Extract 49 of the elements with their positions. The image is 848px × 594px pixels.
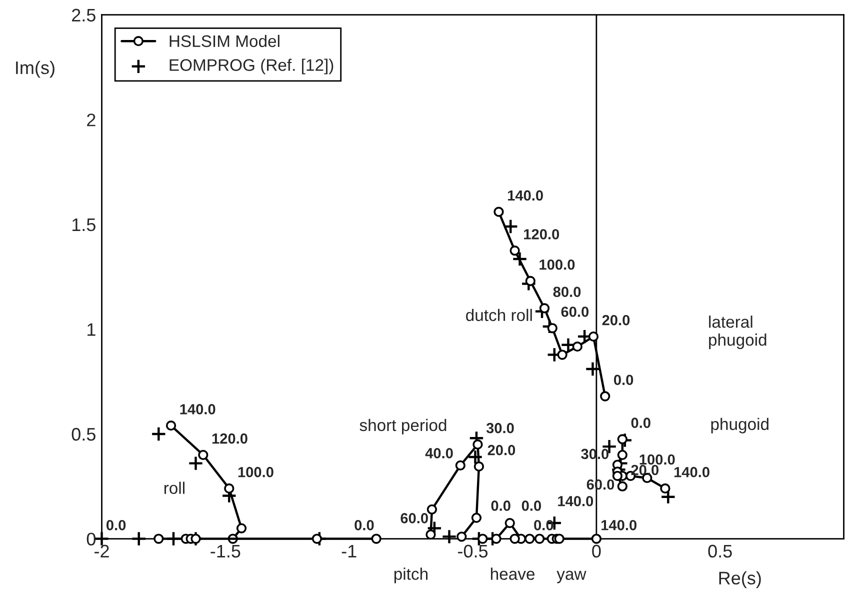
annotation: 60.0 [400,513,428,524]
y-tick-label: 0 [86,532,96,546]
annotation: 120.0 [212,433,248,444]
y-tick-label: 0.5 [72,428,96,441]
y-tick-label: 2.5 [72,8,96,22]
annotation: 140.0 [508,190,543,201]
legend-label: HSLSIM Model [170,34,280,48]
text: yaw [556,570,586,584]
annotation: 20.0 [488,444,516,456]
annotation: 0.0 [522,500,541,511]
x-tick-label: -2 [94,544,109,558]
annotation: 40.0 [425,448,453,458]
annotation: 0.0 [614,374,634,386]
annotation: lateral phugoid [709,316,766,350]
annotation: 140.0 [558,496,594,506]
y-tick-label: 1 [88,323,96,336]
annotation: 100.0 [540,259,575,270]
text: heave [490,568,534,580]
x-axis-title: Re(s) [719,571,761,588]
x-tick-label: -1.5 [210,544,240,558]
x-tick-label: -1 [342,544,356,558]
annotation: 0.0 [106,520,126,530]
x-tick-label: -0.5 [458,544,488,558]
x-tick-label: 0.5 [708,544,732,558]
annotation: 140.0 [180,404,216,414]
annotation: 0.0 [354,520,374,530]
legend-label: EOMPROG (Ref. [12]) [170,58,334,74]
y-tick-label: 1.5 [72,218,96,232]
y-axis-title: Im(s) [16,60,54,78]
annotation: 30.0 [486,422,514,434]
annotation: 60.0 [561,306,589,317]
annotation: 0.0 [534,520,554,530]
annotation: dutch roll [466,308,532,322]
text: pitch [394,568,428,584]
annotation: 100.0 [238,466,274,478]
x-tick-label: 0 [592,544,601,558]
annotation: roll [164,482,184,494]
annotation: 80.0 [553,286,581,298]
annotation: short period [360,418,446,434]
annotation: 140.0 [674,466,710,478]
y-tick-label: 2 [87,114,96,126]
annotation: 0.0 [491,500,510,511]
annotation: 20.0 [631,464,659,476]
annotation: 20.0 [602,314,630,326]
annotation: 140.0 [602,520,636,530]
annotation: 120.0 [524,229,560,240]
annotation: 0.0 [631,418,650,428]
annotation: phugoid [711,418,768,434]
annotation: 100.0 [640,454,675,465]
